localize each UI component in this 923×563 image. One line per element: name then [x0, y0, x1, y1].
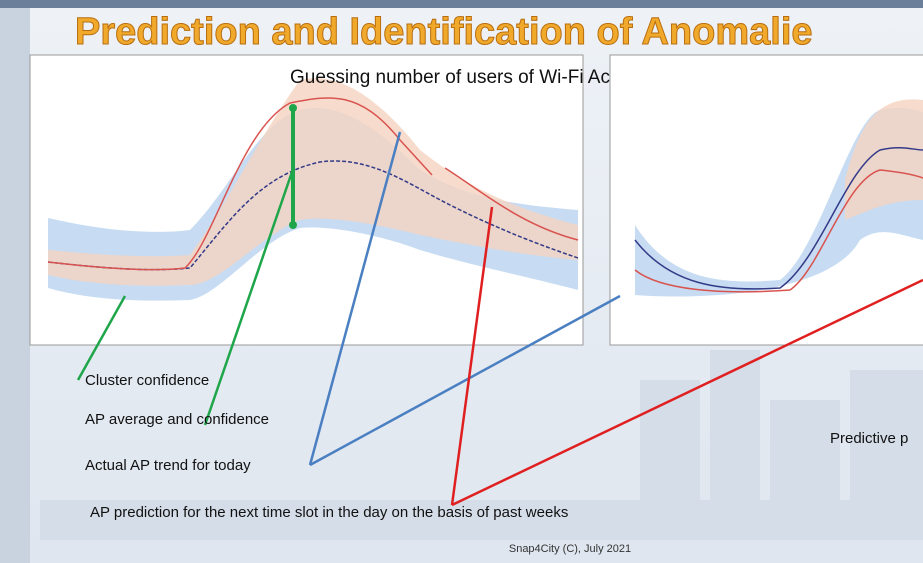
annotation: AP prediction for the next time slot in … [90, 504, 568, 521]
top-strip [0, 0, 923, 8]
arrows [76, 131, 923, 507]
annotation: Cluster confidence [85, 372, 209, 389]
left-strip [0, 0, 30, 563]
city-decoration [40, 350, 923, 540]
right-chart [609, 54, 923, 346]
ap-band [845, 99, 923, 220]
actual-line [47, 97, 579, 271]
cluster-band [635, 107, 923, 297]
side-label: Predictive p [830, 430, 908, 447]
annotation: AP average and confidence [85, 411, 269, 428]
ap-band [48, 78, 578, 286]
slide-title: Prediction and Identification of Anomali… [75, 11, 813, 53]
bar-end [289, 104, 297, 112]
chart-title: Guessing number of users of Wi-Fi Access… [290, 67, 707, 88]
left-chart: Guessing number of users of Wi-Fi Access… [29, 54, 707, 346]
actual-line [634, 169, 923, 293]
footer: Snap4City (C), July 2021 [509, 543, 631, 555]
annotation: Actual AP trend for today [85, 457, 251, 474]
average-line [634, 147, 923, 290]
bar-end [289, 221, 297, 229]
